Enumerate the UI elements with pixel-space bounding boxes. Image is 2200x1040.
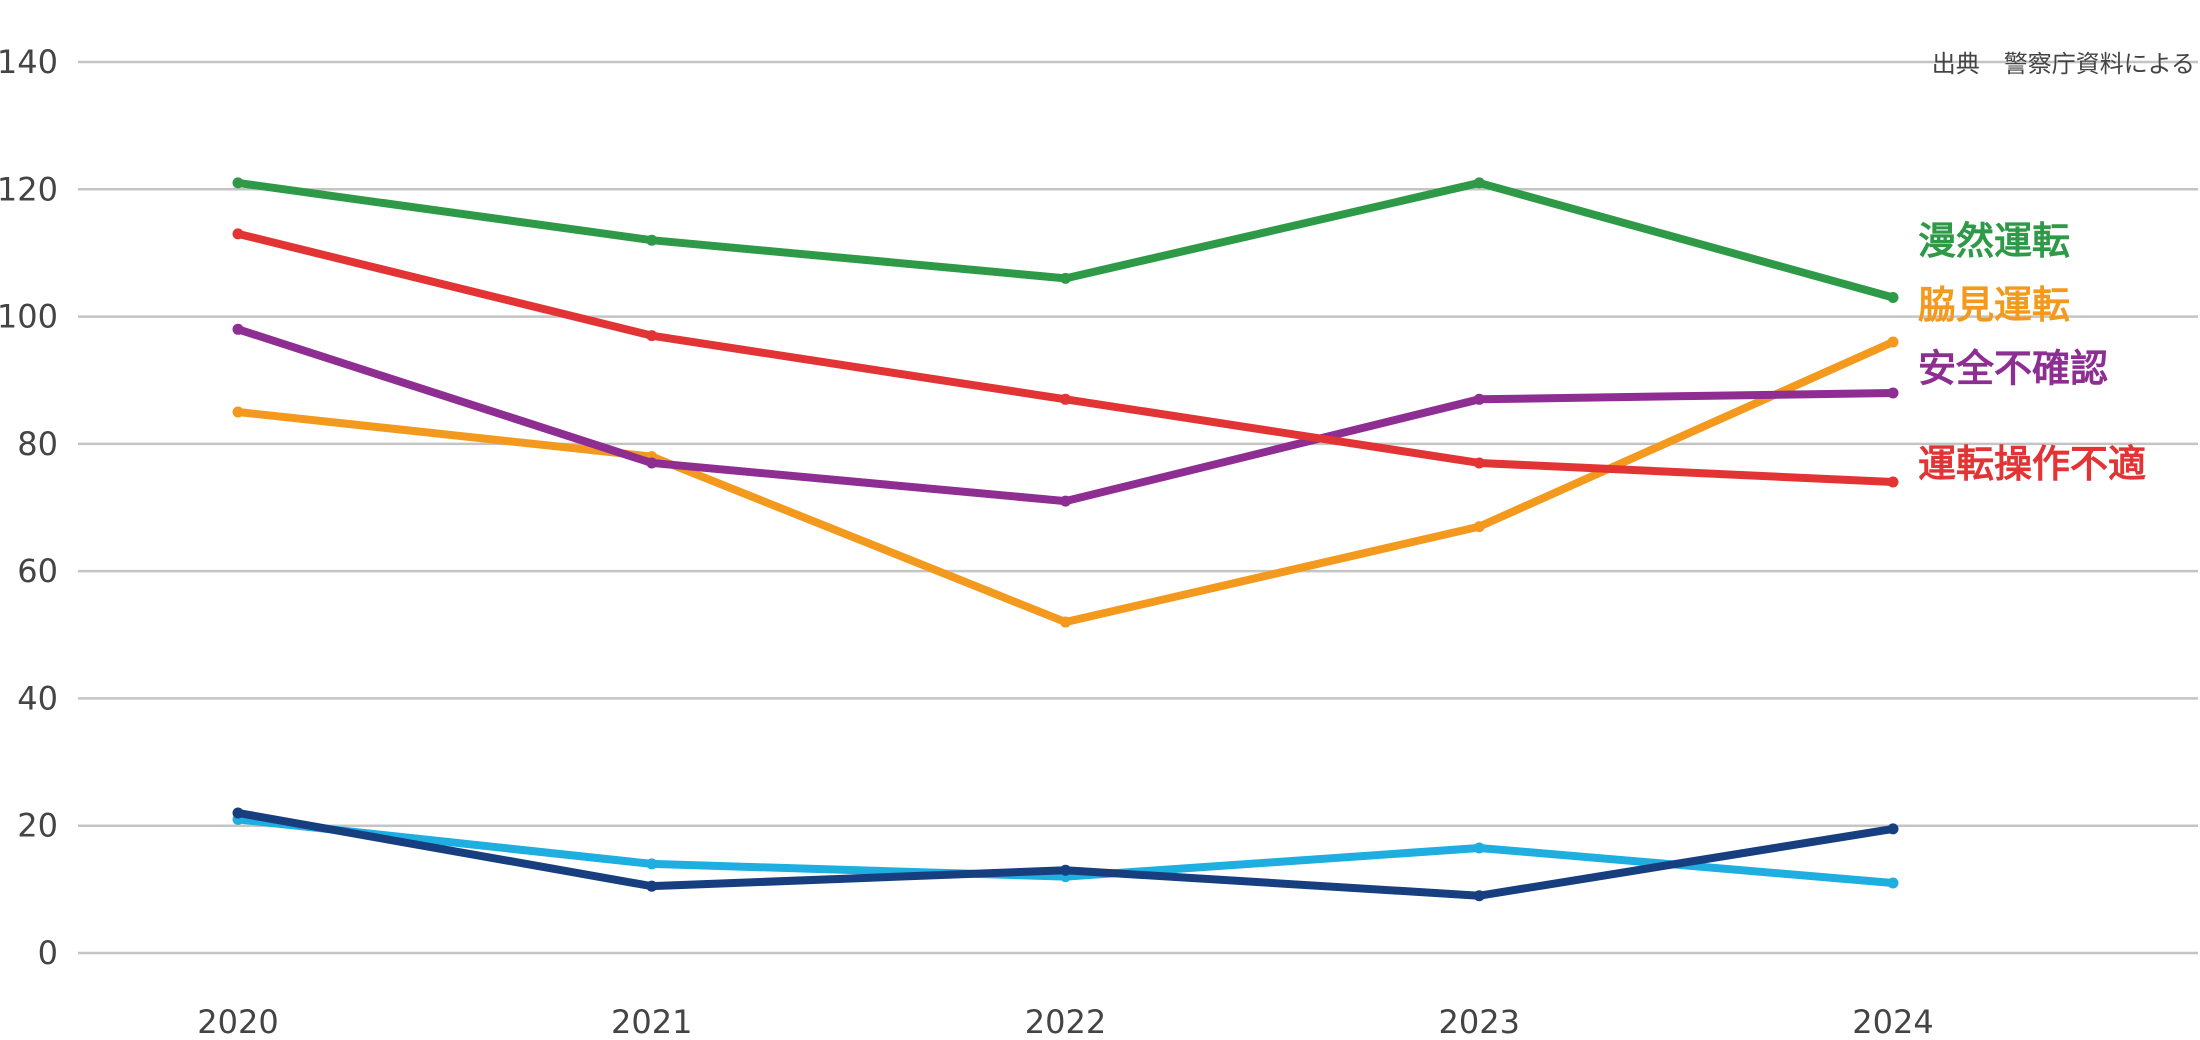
- y-tick-label-40: 40: [17, 679, 58, 717]
- data-point-2-2023: [1473, 393, 1485, 405]
- data-point-5-2024: [1887, 823, 1899, 835]
- data-point-0-2021: [646, 234, 658, 246]
- data-point-3-2021: [646, 330, 658, 342]
- series-3-運転操作不適: [232, 228, 1899, 488]
- data-point-5-2022: [1060, 864, 1071, 876]
- data-point-4-2024: [1887, 877, 1899, 889]
- y-tick-label-0: 0: [38, 934, 58, 972]
- x-tick-label-2020: 2020: [197, 1003, 278, 1040]
- data-point-3-2024: [1887, 476, 1899, 488]
- series-label-安全不確認: 安全不確認: [1918, 346, 2108, 390]
- y-tick-label-120: 120: [0, 170, 58, 208]
- y-tick-label-60: 60: [17, 552, 58, 590]
- x-tick-label-2022: 2022: [1025, 1003, 1106, 1040]
- x-tick-label-2021: 2021: [611, 1003, 692, 1040]
- x-axis-ticks: 2020 2021 2022 2023 2024: [197, 1003, 1933, 1040]
- data-point-5-2023: [1473, 890, 1485, 902]
- series-lines: [232, 177, 1899, 902]
- data-point-4-2021: [646, 858, 658, 870]
- data-point-0-2020: [232, 177, 244, 189]
- data-point-0-2023: [1473, 177, 1485, 189]
- data-point-3-2020: [232, 228, 244, 240]
- data-point-1-2024: [1887, 336, 1899, 348]
- y-tick-label-140: 140: [0, 43, 58, 81]
- data-point-1-2023: [1473, 521, 1485, 533]
- data-point-3-2023: [1473, 457, 1485, 469]
- data-point-2-2020: [232, 323, 244, 335]
- data-point-0-2024: [1887, 291, 1899, 303]
- y-tick-label-80: 80: [17, 425, 58, 463]
- series-line-1: [234, 338, 1897, 627]
- data-point-2-2024: [1887, 387, 1899, 399]
- y-tick-label-100: 100: [0, 298, 58, 336]
- source-note: 出典 警察庁資料による: [1932, 50, 2195, 78]
- data-point-1-2022: [1060, 616, 1071, 628]
- x-tick-label-2023: 2023: [1439, 1003, 1520, 1040]
- series-1-脇見運転: [232, 336, 1899, 628]
- series-2-安全不確認: [232, 323, 1899, 507]
- y-tick-label-20: 20: [17, 807, 58, 845]
- data-point-5-2021: [646, 880, 658, 892]
- gridlines: [78, 60, 2198, 955]
- data-point-1-2020: [232, 406, 244, 418]
- data-point-2-2022: [1060, 495, 1071, 507]
- data-point-3-2022: [1060, 393, 1071, 405]
- series-0-漫然運転: [232, 177, 1899, 303]
- series-label-脇見運転: 脇見運転: [1918, 283, 2070, 327]
- series-line-2: [234, 325, 1897, 506]
- y-axis-ticks: 0 20 40 60 80 100 120 140: [0, 43, 58, 972]
- series-label-運転操作不適: 運転操作不適: [1918, 442, 2146, 486]
- data-point-0-2022: [1060, 272, 1071, 284]
- data-point-4-2023: [1473, 842, 1485, 854]
- data-point-5-2020: [232, 807, 244, 819]
- x-tick-label-2024: 2024: [1852, 1003, 1933, 1040]
- series-label-漫然運転: 漫然運転: [1918, 219, 2070, 263]
- series-5: [232, 807, 1899, 902]
- data-point-2-2021: [646, 457, 658, 469]
